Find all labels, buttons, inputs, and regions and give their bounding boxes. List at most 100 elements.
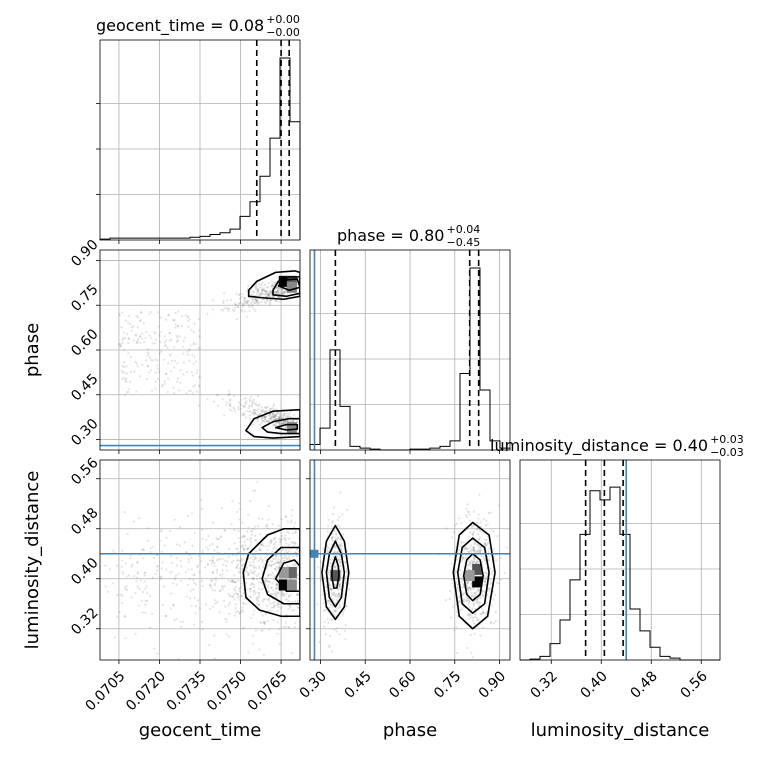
sample-point	[253, 309, 257, 312]
sample-point	[275, 582, 278, 585]
sample-point	[247, 406, 250, 410]
sample-point	[338, 633, 341, 636]
sample-point	[478, 530, 482, 533]
sample-point	[231, 554, 235, 557]
sample-point	[176, 339, 179, 342]
histogram-geocent_time	[99, 57, 301, 240]
sample-point	[279, 414, 282, 417]
sample-point	[234, 607, 237, 610]
sample-point	[277, 421, 280, 424]
sample-point	[254, 412, 258, 415]
sample-point	[460, 522, 463, 525]
sample-point	[341, 513, 344, 516]
sample-point	[193, 322, 196, 325]
sample-point	[344, 581, 347, 585]
sample-point	[238, 598, 241, 601]
sample-point	[258, 567, 261, 570]
sample-point	[489, 587, 492, 590]
sample-point	[476, 527, 479, 531]
sample-point	[261, 565, 265, 569]
sample-point	[239, 561, 242, 564]
sample-point	[469, 587, 472, 590]
sample-point	[237, 579, 240, 582]
sample-point	[129, 370, 132, 374]
sample-point	[267, 290, 270, 294]
sample-point	[495, 581, 498, 584]
sample-point	[210, 586, 213, 589]
sample-point	[339, 546, 342, 549]
y-tick-label-phase: 0.60	[68, 326, 101, 359]
sample-point	[267, 286, 270, 289]
sample-point	[477, 561, 480, 564]
sample-point	[477, 589, 480, 592]
sample-point	[159, 341, 162, 344]
sample-point	[182, 620, 185, 623]
sample-point	[249, 499, 252, 503]
sample-point	[257, 572, 260, 576]
sample-point	[448, 597, 451, 601]
sample-point	[256, 418, 259, 421]
sample-point	[141, 611, 144, 614]
sample-point	[186, 319, 190, 322]
sample-point	[132, 520, 135, 523]
sample-point	[227, 579, 230, 582]
sample-point	[227, 604, 230, 607]
sample-point	[267, 414, 271, 417]
sample-point	[288, 537, 291, 540]
sample-point	[249, 587, 252, 590]
sample-point	[487, 587, 490, 590]
sample-point	[174, 323, 177, 326]
sample-point	[242, 405, 245, 408]
sample-point	[194, 612, 197, 615]
sample-point	[273, 416, 276, 419]
sample-point	[283, 536, 286, 540]
sample-point	[192, 341, 195, 344]
sample-point	[233, 598, 236, 601]
sample-point	[470, 525, 473, 529]
sample-point	[134, 591, 137, 595]
sample-point	[239, 559, 242, 562]
sample-point	[462, 585, 465, 588]
sample-point	[470, 594, 473, 598]
contour-mid	[325, 540, 346, 608]
sample-point	[470, 616, 473, 619]
sample-point	[240, 564, 243, 567]
sample-point	[331, 605, 334, 608]
sample-point	[251, 297, 255, 301]
sample-point	[261, 281, 264, 285]
sample-point	[267, 420, 271, 423]
sample-point	[337, 606, 341, 609]
sample-point	[273, 605, 276, 608]
sample-point	[233, 309, 236, 312]
sample-point	[223, 529, 226, 532]
sample-point	[332, 555, 335, 559]
sample-point	[273, 418, 276, 421]
sample-point	[484, 577, 488, 581]
sample-point	[283, 421, 286, 424]
sample-point	[234, 306, 237, 309]
sample-point	[233, 529, 236, 532]
sample-point	[236, 559, 239, 562]
sample-point	[139, 319, 143, 322]
sample-point	[163, 341, 167, 344]
sample-point	[503, 572, 507, 575]
sample-point	[464, 547, 467, 550]
sample-point	[137, 604, 140, 607]
sample-point	[235, 566, 238, 569]
sample-point	[238, 301, 241, 305]
sample-point	[479, 596, 482, 599]
sample-point	[120, 326, 123, 329]
sample-point	[295, 593, 299, 596]
sample-point	[152, 556, 155, 560]
sample-point	[153, 647, 156, 650]
sample-point	[254, 297, 257, 300]
sample-point	[273, 542, 276, 546]
sample-point	[283, 412, 286, 415]
sample-point	[271, 283, 274, 286]
sample-point	[235, 567, 238, 570]
sample-point	[156, 565, 159, 568]
sample-point	[211, 571, 215, 574]
sample-point	[468, 561, 471, 564]
sample-point	[139, 579, 142, 582]
sample-point	[487, 541, 490, 545]
